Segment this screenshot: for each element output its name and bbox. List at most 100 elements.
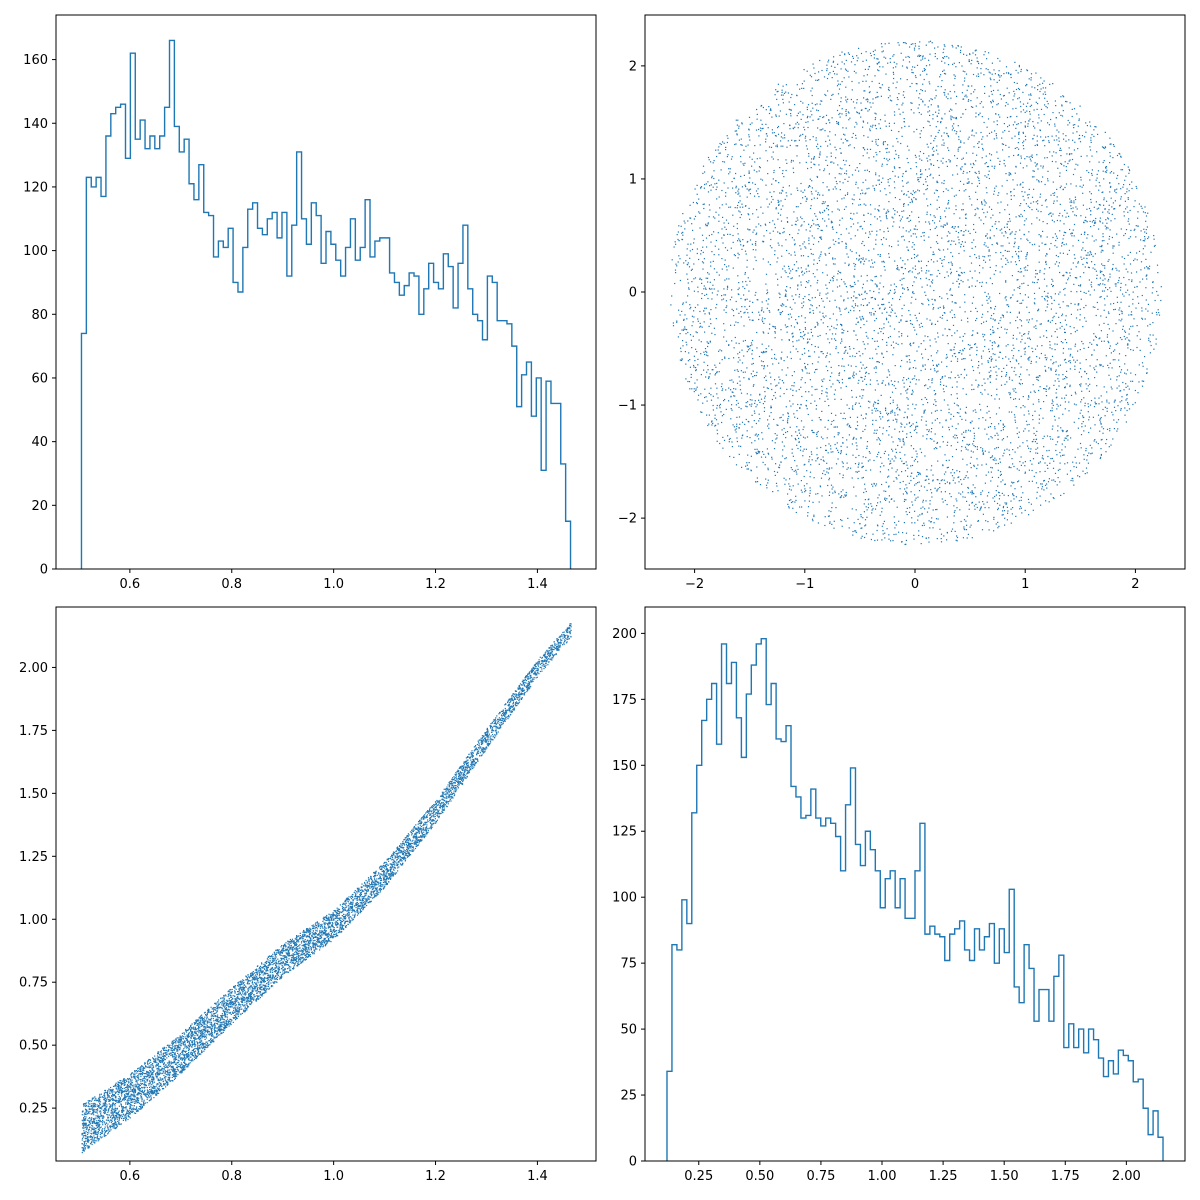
- scatter-point: [794, 437, 796, 440]
- scatter-point: [1053, 361, 1055, 364]
- scatter-point: [705, 376, 707, 378]
- scatter-point: [913, 192, 916, 194]
- scatter-point: [1141, 317, 1143, 319]
- scatter-point: [902, 227, 904, 229]
- scatter-point: [827, 452, 829, 454]
- scatter-point: [902, 440, 904, 442]
- scatter-point: [1090, 141, 1092, 143]
- scatter-point: [1112, 202, 1114, 204]
- scatter-point: [919, 326, 921, 328]
- scatter-point: [708, 423, 710, 425]
- scatter-point: [939, 76, 941, 78]
- scatter-point: [714, 245, 716, 247]
- scatter-point: [1112, 245, 1114, 247]
- scatter-point: [995, 133, 997, 135]
- scatter-point: [1030, 160, 1032, 162]
- scatter-point: [785, 294, 787, 296]
- scatter-point: [832, 313, 834, 315]
- scatter-point: [1050, 493, 1052, 495]
- scatter-point: [999, 292, 1001, 295]
- scatter-point: [749, 280, 751, 282]
- scatter-point: [1019, 205, 1021, 207]
- scatter-point: [905, 42, 907, 45]
- scatter-point: [948, 328, 950, 330]
- scatter-point: [712, 409, 714, 411]
- scatter-point: [931, 412, 933, 414]
- scatter-point: [763, 351, 765, 353]
- scatter-point: [1093, 129, 1095, 131]
- scatter-point: [714, 374, 716, 376]
- scatter-point: [733, 225, 735, 227]
- scatter-point: [792, 335, 794, 337]
- scatter-point: [780, 94, 783, 96]
- scatter-point: [874, 298, 876, 300]
- scatter-point: [1090, 252, 1092, 254]
- scatter-point: [812, 431, 814, 433]
- scatter-point: [991, 62, 993, 64]
- scatter-point: [991, 73, 993, 75]
- scatter-point: [975, 116, 977, 118]
- scatter-point: [841, 324, 843, 326]
- scatter-point: [802, 191, 804, 193]
- scatter-point: [923, 522, 925, 524]
- scatter-point: [998, 398, 1000, 400]
- scatter-point: [787, 367, 789, 369]
- scatter-point: [681, 310, 683, 312]
- scatter-point: [819, 194, 821, 196]
- scatter-point: [826, 471, 828, 473]
- scatter-point: [740, 310, 742, 313]
- scatter-point: [713, 177, 715, 180]
- scatter-point: [813, 477, 815, 479]
- scatter-point: [860, 514, 862, 516]
- scatter-point: [890, 462, 892, 464]
- scatter-point: [814, 72, 816, 75]
- scatter-point: [738, 139, 740, 141]
- scatter-point: [862, 341, 864, 343]
- scatter-point: [1043, 80, 1045, 82]
- scatter-point: [870, 213, 872, 215]
- scatter-point: [1091, 134, 1093, 136]
- scatter-point: [858, 379, 860, 381]
- scatter-point: [779, 395, 781, 397]
- scatter-point: [924, 409, 926, 411]
- scatter-point: [1038, 389, 1040, 392]
- scatter-point: [1022, 181, 1024, 183]
- scatter-point: [1132, 403, 1134, 406]
- scatter-point: [1066, 342, 1068, 344]
- scatter-point: [1094, 222, 1096, 224]
- scatter-point: [1138, 364, 1140, 366]
- scatter-point: [883, 452, 885, 455]
- scatter-point: [1124, 233, 1126, 235]
- scatter-point: [797, 285, 799, 287]
- scatter-point: [1119, 366, 1121, 368]
- scatter-point: [940, 121, 942, 123]
- scatter-point: [869, 91, 871, 93]
- scatter-point: [858, 204, 860, 206]
- scatter-point: [698, 211, 700, 213]
- scatter-point: [1008, 305, 1010, 308]
- scatter-point: [925, 384, 927, 386]
- scatter-point: [976, 446, 978, 448]
- scatter-point: [886, 498, 888, 500]
- scatter-point: [809, 312, 811, 314]
- scatter-point: [957, 405, 959, 407]
- scatter-point: [738, 127, 740, 129]
- scatter-point: [958, 286, 960, 288]
- scatter-point: [731, 156, 733, 158]
- scatter-point: [959, 146, 961, 148]
- scatter-point: [919, 514, 921, 516]
- scatter-point: [804, 327, 806, 329]
- scatter-point: [820, 236, 822, 238]
- scatter-point: [991, 225, 993, 227]
- scatter-point: [877, 437, 879, 439]
- scatter-point: [757, 299, 759, 301]
- scatter-point: [967, 429, 970, 431]
- scatter-point: [946, 354, 948, 356]
- scatter-point: [831, 420, 833, 423]
- scatter-point: [1111, 269, 1113, 271]
- scatter-point: [990, 85, 992, 87]
- scatter-point: [873, 367, 875, 369]
- scatter-point: [981, 143, 983, 145]
- scatter-point: [721, 189, 723, 192]
- scatter-point: [988, 348, 990, 350]
